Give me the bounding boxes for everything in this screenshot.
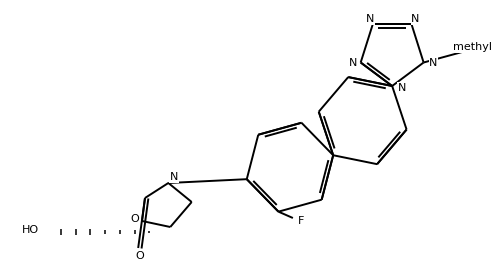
Text: N: N bbox=[398, 83, 406, 93]
Text: O: O bbox=[130, 214, 139, 224]
Text: N: N bbox=[349, 57, 357, 67]
Text: N: N bbox=[412, 14, 420, 24]
Text: F: F bbox=[297, 216, 304, 226]
Text: O: O bbox=[136, 251, 145, 261]
Text: N: N bbox=[366, 14, 374, 24]
Text: HO: HO bbox=[22, 225, 39, 235]
Text: methyl: methyl bbox=[453, 42, 493, 52]
Text: N: N bbox=[429, 57, 438, 67]
Text: N: N bbox=[170, 172, 178, 182]
